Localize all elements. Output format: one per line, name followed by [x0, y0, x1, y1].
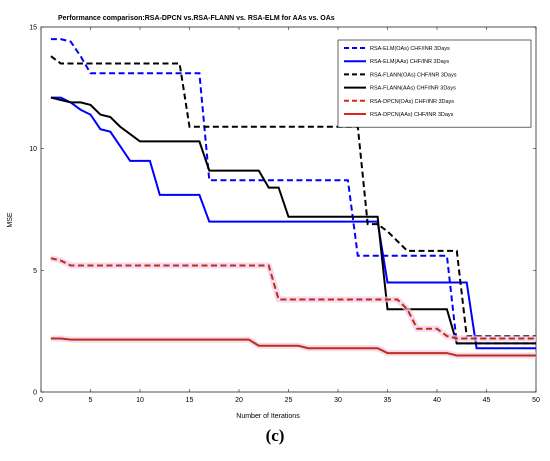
x-tick-label: 25 [285, 397, 293, 404]
series-overlay-rsa-dpcn-aas-chf-inr-3days [50, 337, 536, 357]
legend-label-rsa-elm-aas-chf-inr-3days: RSA-ELM(AAs) CHF/INR 3Days [370, 59, 449, 65]
y-tick-label: 5 [33, 268, 37, 275]
series-line-rsa-elm-oas-chf-inr-3days [50, 38, 536, 345]
x-tick-label: 30 [334, 397, 342, 404]
x-tick-label: 20 [235, 397, 243, 404]
x-tick-label: 35 [384, 397, 392, 404]
chart-figure: Performance comparison:RSA-DPCN vs.RSA-F… [7, 15, 540, 420]
x-tick-label: 0 [39, 397, 43, 404]
legend-label-rsa-flann-aas-chf-inr-3days: RSA-FLANN(AAs) CHF/INR 3Days [370, 86, 456, 92]
y-tick-label: 15 [29, 25, 37, 32]
series-line-rsa-elm-aas-chf-inr-3days [50, 96, 536, 350]
legend-label-rsa-flann-oas-chf-inr-3days: RSA-FLANN(OAs) CHF/INR 3Days [370, 72, 457, 78]
chart-title: Performance comparison:RSA-DPCN vs.RSA-F… [58, 15, 335, 22]
figure-caption: (c) [265, 426, 285, 445]
series-line-rsa-flann-oas-chf-inr-3days [50, 55, 536, 338]
x-tick-label: 45 [483, 397, 491, 404]
tick-layer: 0 5 10 15 20 25 30 35 40 45 50 0 5 10 15 [29, 25, 540, 405]
legend-box [337, 39, 532, 128]
series-overlay-rsa-dpcn-oas-chf-inr-3days [50, 257, 536, 340]
y-tick-label: 10 [29, 146, 37, 153]
legend-label-rsa-dpcn-aas-chf-inr-3days: RSA-DPCN(AAs) CHF/INR 3Days [370, 112, 454, 118]
legend-label-rsa-dpcn-oas-chf-inr-3days: RSA-DPCN(OAs) CHF/INR 3Days [370, 99, 454, 105]
y-tick-label: 0 [33, 390, 37, 397]
legend-label-rsa-elm-oas-chf-inr-3days: RSA-ELM(OAs) CHF/INR 3Days [370, 46, 450, 52]
x-tick-label: 40 [433, 397, 441, 404]
x-tick-label: 10 [136, 397, 144, 404]
x-tick-label: 50 [532, 397, 540, 404]
legend: RSA-ELM(OAs) CHF/INR 3Days RSA-ELM(AAs) C… [337, 39, 532, 128]
series-layer [50, 38, 536, 359]
x-tick-label: 5 [89, 397, 93, 404]
x-axis-label: Number of Iterations [236, 413, 300, 420]
y-axis-label: MSE [7, 212, 14, 228]
x-tick-label: 15 [186, 397, 194, 404]
